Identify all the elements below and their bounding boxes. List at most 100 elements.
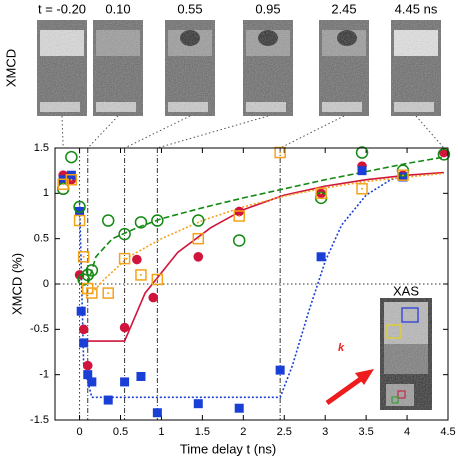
point-dot bbox=[279, 151, 282, 154]
point-dot bbox=[156, 278, 159, 281]
point bbox=[77, 273, 90, 286]
x-axis-label: Time delay t (ns) bbox=[180, 441, 276, 456]
point bbox=[103, 395, 113, 405]
point bbox=[397, 169, 409, 181]
point-dot bbox=[82, 255, 85, 258]
point-box bbox=[86, 287, 98, 299]
point bbox=[132, 254, 142, 265]
point bbox=[151, 273, 164, 286]
point bbox=[355, 146, 369, 159]
point bbox=[356, 183, 368, 195]
point bbox=[192, 232, 205, 245]
panel-noise bbox=[165, 20, 215, 116]
point-dot bbox=[123, 257, 126, 260]
x-tick-label: 0 bbox=[77, 426, 83, 438]
panel-connector bbox=[279, 115, 345, 149]
point-dot bbox=[197, 237, 200, 240]
point-box bbox=[192, 232, 205, 245]
point-box bbox=[356, 183, 368, 195]
point bbox=[193, 251, 204, 262]
point-dot bbox=[78, 219, 81, 222]
point-box bbox=[135, 269, 147, 281]
y-tick-label: 1.5 bbox=[34, 142, 49, 154]
point bbox=[73, 200, 86, 214]
panel-connector bbox=[124, 115, 191, 149]
point bbox=[398, 172, 408, 182]
y-tick-label: -1.5 bbox=[30, 414, 49, 426]
x-tick-label: 1 bbox=[158, 426, 164, 438]
point bbox=[315, 187, 327, 200]
y-tick-label: 1 bbox=[43, 187, 49, 199]
fit-line bbox=[87, 156, 445, 285]
x-tick-label: 2.5 bbox=[277, 426, 292, 438]
y-axis-label: XMCD (%) bbox=[9, 253, 24, 315]
point bbox=[86, 287, 98, 299]
point bbox=[437, 148, 451, 161]
point-dot bbox=[320, 192, 323, 195]
point-dot bbox=[70, 178, 73, 181]
point bbox=[193, 399, 203, 409]
y-tick-label: -1 bbox=[39, 369, 49, 381]
plot-frame bbox=[54, 147, 449, 421]
panel-image bbox=[243, 20, 293, 116]
point bbox=[135, 269, 147, 281]
panel-noise bbox=[37, 20, 87, 116]
panel-connector bbox=[157, 115, 269, 149]
panel-label: t = -0.20 bbox=[38, 1, 86, 16]
point-dot bbox=[62, 183, 65, 186]
point-dot bbox=[107, 292, 110, 295]
point bbox=[233, 210, 245, 222]
point bbox=[78, 324, 89, 335]
panel-image bbox=[391, 20, 441, 116]
panel-image bbox=[37, 20, 87, 116]
x-tick-label: 2 bbox=[240, 426, 246, 438]
x-tick-label: 1.5 bbox=[195, 426, 210, 438]
point-dot bbox=[361, 187, 364, 190]
x-tick-label: 4 bbox=[404, 426, 410, 438]
point bbox=[275, 365, 285, 375]
point bbox=[134, 216, 148, 229]
x-tick-label: 3.5 bbox=[358, 426, 373, 438]
x-tick-label: 4.5 bbox=[440, 426, 455, 438]
point-dot bbox=[90, 292, 93, 295]
point bbox=[120, 377, 130, 387]
panel-label: 4.45 ns bbox=[395, 1, 438, 16]
fit-line bbox=[78, 174, 408, 399]
point bbox=[102, 287, 114, 299]
panel-label: 0.10 bbox=[105, 1, 130, 16]
panel-label: 2.45 bbox=[331, 1, 356, 16]
point bbox=[73, 214, 86, 227]
panel-connector bbox=[87, 115, 119, 149]
panel-connector bbox=[61, 115, 64, 149]
panel-noise bbox=[243, 20, 293, 116]
panels-title: XMCD bbox=[3, 49, 18, 87]
point bbox=[151, 214, 164, 227]
arrow-label: k bbox=[338, 342, 345, 354]
point bbox=[136, 371, 146, 381]
inset-label: XAS bbox=[393, 283, 419, 298]
point-box bbox=[77, 251, 90, 263]
panel-connector bbox=[415, 115, 445, 149]
point bbox=[85, 264, 99, 277]
point bbox=[148, 292, 159, 303]
point bbox=[357, 166, 367, 176]
point bbox=[87, 377, 97, 387]
panel-noise bbox=[319, 20, 369, 116]
point-box bbox=[315, 187, 327, 200]
point-dot bbox=[139, 273, 142, 276]
point bbox=[101, 214, 115, 227]
point-dot bbox=[238, 215, 241, 217]
point-box bbox=[151, 273, 164, 286]
panel-noise bbox=[93, 20, 143, 116]
point-box bbox=[65, 173, 78, 186]
fit-line bbox=[91, 172, 444, 294]
point-box bbox=[118, 252, 131, 265]
point bbox=[83, 370, 93, 380]
point-box bbox=[102, 287, 114, 299]
point bbox=[65, 150, 78, 164]
point bbox=[77, 251, 90, 263]
inset: XAS k bbox=[325, 283, 432, 410]
panel-label: 0.95 bbox=[255, 1, 280, 16]
point-box bbox=[397, 169, 409, 181]
